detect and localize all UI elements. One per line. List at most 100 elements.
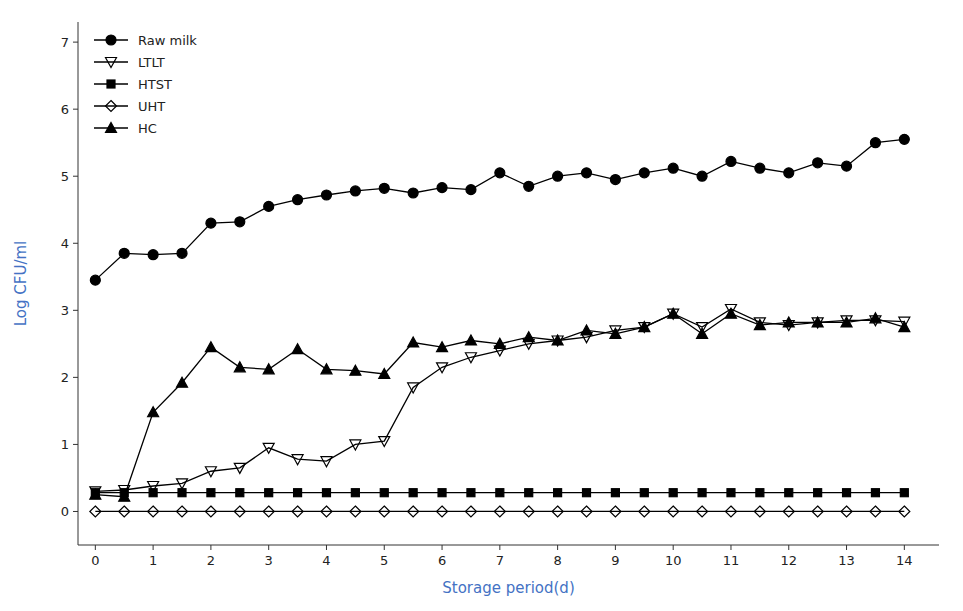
x-tick — [268, 545, 269, 550]
legend-marker — [107, 80, 115, 88]
point — [351, 489, 359, 497]
point — [379, 183, 389, 193]
point — [467, 489, 475, 497]
x-tick — [499, 545, 500, 550]
point — [292, 506, 303, 517]
point — [438, 489, 446, 497]
point — [350, 506, 361, 517]
point — [726, 156, 736, 166]
x-tick-label: 3 — [265, 553, 273, 568]
point — [697, 506, 708, 517]
y-tick — [73, 310, 78, 311]
point — [582, 168, 592, 178]
point — [697, 171, 707, 181]
point — [380, 489, 388, 497]
point — [264, 201, 274, 211]
x-tick — [557, 545, 558, 550]
point — [465, 335, 476, 345]
x-tick — [788, 545, 789, 550]
point — [235, 217, 245, 227]
point — [552, 506, 563, 517]
point — [379, 506, 390, 517]
point — [668, 309, 679, 319]
point — [783, 317, 794, 327]
x-tick — [326, 545, 327, 550]
y-tick — [73, 109, 78, 110]
x-tick-label: 5 — [380, 553, 388, 568]
point — [148, 407, 159, 417]
legend-marker — [106, 35, 116, 45]
point — [321, 364, 332, 374]
y-tick-label: 4 — [61, 236, 69, 251]
point — [437, 342, 448, 352]
point — [639, 168, 649, 178]
series-line — [95, 139, 904, 280]
point — [408, 506, 419, 517]
point — [177, 506, 188, 517]
y-tick-label: 7 — [61, 35, 69, 50]
legend: Raw milkLTLTHTSTUHTHC — [94, 33, 197, 136]
y-tick — [73, 42, 78, 43]
x-tick — [673, 545, 674, 550]
x-tick — [384, 545, 385, 550]
point — [523, 332, 534, 342]
y-tick-label: 5 — [61, 169, 69, 184]
point — [639, 323, 650, 333]
point — [207, 489, 215, 497]
point — [755, 163, 765, 173]
point — [870, 506, 881, 517]
x-tick-label: 12 — [780, 553, 797, 568]
point — [466, 185, 476, 195]
y-tick — [73, 444, 78, 445]
x-tick-label: 7 — [496, 553, 504, 568]
point — [292, 455, 303, 465]
point — [148, 250, 158, 260]
point — [581, 506, 592, 517]
point — [321, 190, 331, 200]
point — [610, 175, 620, 185]
point — [206, 218, 216, 228]
y-tick — [73, 377, 78, 378]
point — [842, 161, 852, 171]
legend-label: Raw milk — [138, 33, 197, 48]
plot-area — [90, 134, 910, 517]
point — [899, 506, 910, 517]
point — [234, 362, 245, 372]
point — [205, 506, 216, 517]
x-tick — [210, 545, 211, 550]
x-tick-label: 6 — [438, 553, 446, 568]
series — [90, 308, 910, 501]
point — [119, 506, 130, 517]
point — [90, 506, 101, 517]
series — [90, 134, 909, 285]
point — [495, 168, 505, 178]
point — [263, 443, 274, 453]
point — [610, 328, 621, 338]
point — [583, 489, 591, 497]
point — [669, 489, 677, 497]
point — [322, 489, 330, 497]
point — [236, 489, 244, 497]
series — [91, 489, 908, 497]
y-tick-label: 6 — [61, 102, 69, 117]
point — [524, 181, 534, 191]
y-tick-label: 2 — [61, 370, 69, 385]
legend-label: HTST — [138, 77, 172, 92]
point — [494, 506, 505, 517]
point — [408, 337, 419, 347]
point — [177, 377, 188, 387]
series-line — [95, 309, 904, 491]
point — [581, 325, 592, 335]
point — [265, 489, 273, 497]
point — [611, 489, 619, 497]
point — [554, 489, 562, 497]
point — [263, 364, 274, 374]
point — [870, 313, 881, 323]
point — [841, 317, 852, 327]
point — [409, 489, 417, 497]
y-tick — [73, 511, 78, 512]
point — [496, 489, 504, 497]
point — [552, 335, 563, 345]
x-axis-line — [78, 545, 939, 546]
point — [785, 489, 793, 497]
